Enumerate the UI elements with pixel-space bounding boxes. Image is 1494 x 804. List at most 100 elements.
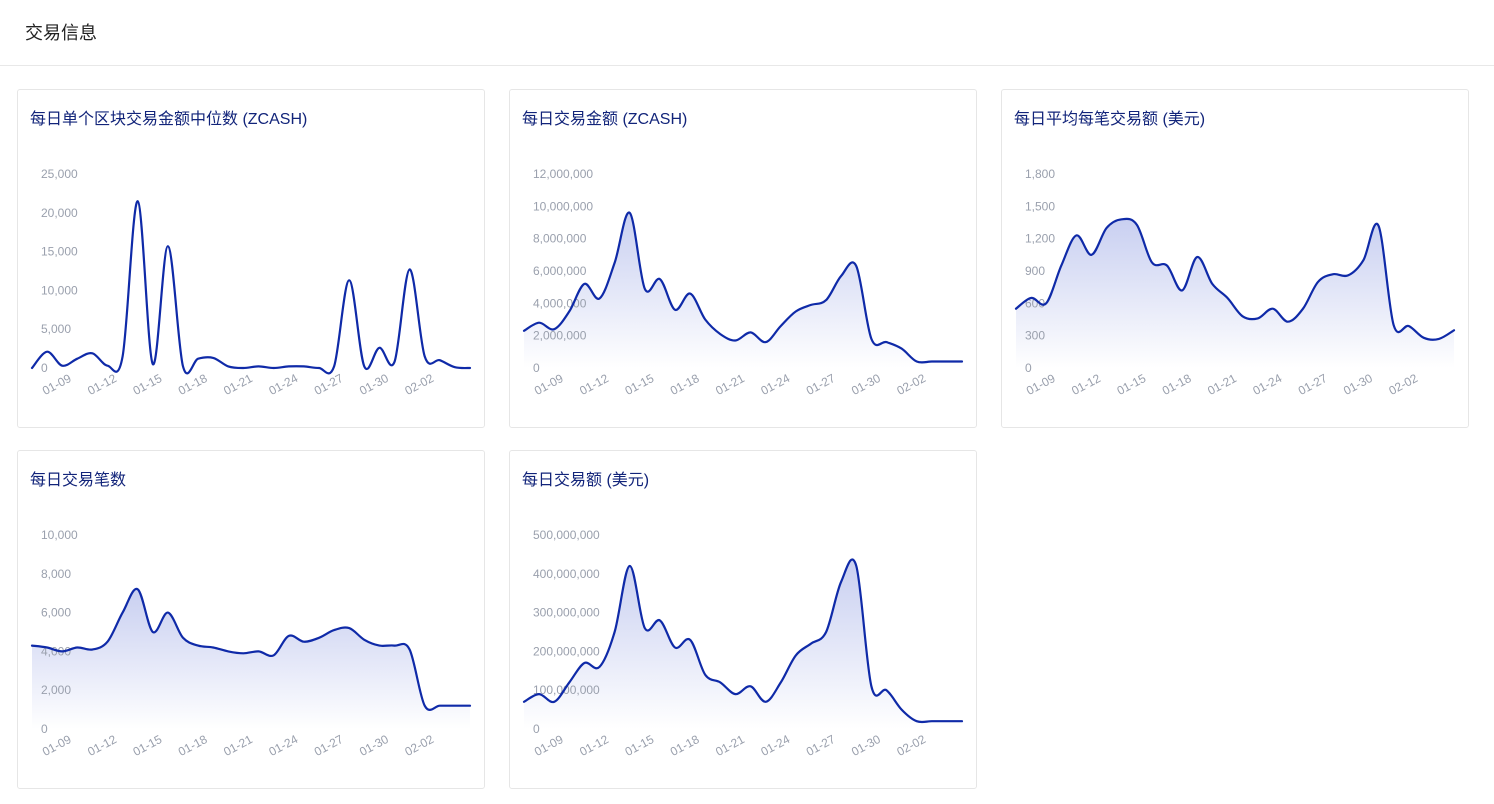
data-point[interactable]	[1451, 327, 1457, 333]
data-point[interactable]	[657, 617, 663, 623]
data-point[interactable]	[687, 291, 693, 297]
data-point[interactable]	[1013, 306, 1019, 312]
data-point[interactable]	[868, 336, 874, 342]
data-point[interactable]	[376, 643, 382, 649]
data-point[interactable]	[89, 350, 95, 356]
data-point[interactable]	[331, 627, 337, 633]
data-point[interactable]	[271, 365, 277, 371]
data-point[interactable]	[823, 297, 829, 303]
data-point[interactable]	[1360, 257, 1366, 263]
data-point[interactable]	[29, 643, 35, 649]
data-point[interactable]	[672, 645, 678, 651]
data-point[interactable]	[1285, 319, 1291, 325]
data-point[interactable]	[521, 699, 527, 705]
data-point[interactable]	[361, 637, 367, 643]
data-point[interactable]	[1209, 281, 1215, 287]
data-point[interactable]	[1421, 335, 1427, 341]
data-point[interactable]	[868, 683, 874, 689]
data-point[interactable]	[521, 328, 527, 334]
data-point[interactable]	[853, 263, 859, 269]
data-point[interactable]	[452, 364, 458, 370]
data-point[interactable]	[551, 326, 557, 332]
data-point[interactable]	[301, 363, 307, 369]
data-point[interactable]	[1134, 222, 1140, 228]
data-point[interactable]	[452, 703, 458, 709]
data-point[interactable]	[392, 359, 398, 365]
data-point[interactable]	[884, 339, 890, 345]
data-point[interactable]	[627, 210, 633, 216]
data-point[interactable]	[407, 647, 413, 653]
data-point[interactable]	[256, 648, 262, 654]
data-point[interactable]	[1119, 216, 1125, 222]
data-point[interactable]	[1391, 322, 1397, 328]
data-point[interactable]	[74, 645, 80, 651]
data-point[interactable]	[929, 718, 935, 724]
data-point[interactable]	[74, 356, 80, 362]
data-point[interactable]	[687, 637, 693, 643]
data-point[interactable]	[536, 691, 542, 697]
data-point[interactable]	[286, 633, 292, 639]
data-point[interactable]	[376, 345, 382, 351]
data-point[interactable]	[959, 718, 965, 724]
data-point[interactable]	[316, 635, 322, 641]
data-point[interactable]	[44, 349, 50, 355]
data-point[interactable]	[165, 610, 171, 616]
data-point[interactable]	[44, 645, 50, 651]
data-point[interactable]	[407, 266, 413, 272]
data-point[interactable]	[210, 645, 216, 651]
data-point[interactable]	[884, 687, 890, 693]
data-point[interactable]	[346, 277, 352, 283]
data-point[interactable]	[422, 703, 428, 709]
data-point[interactable]	[1406, 323, 1412, 329]
data-point[interactable]	[808, 302, 814, 308]
data-point[interactable]	[612, 629, 618, 635]
data-point[interactable]	[392, 643, 398, 649]
data-point[interactable]	[1270, 306, 1276, 312]
data-point[interactable]	[702, 317, 708, 323]
data-point[interactable]	[929, 359, 935, 365]
data-point[interactable]	[225, 363, 231, 369]
data-point[interactable]	[316, 365, 322, 371]
data-point[interactable]	[59, 363, 65, 369]
data-point[interactable]	[853, 563, 859, 569]
data-point[interactable]	[763, 339, 769, 345]
data-point[interactable]	[778, 679, 784, 685]
data-point[interactable]	[437, 703, 443, 709]
data-point[interactable]	[1224, 295, 1230, 301]
data-point[interactable]	[1043, 300, 1049, 306]
data-point[interactable]	[899, 346, 905, 352]
data-point[interactable]	[135, 198, 141, 204]
data-point[interactable]	[1315, 279, 1321, 285]
data-point[interactable]	[959, 359, 965, 365]
data-point[interactable]	[286, 363, 292, 369]
data-point[interactable]	[346, 625, 352, 631]
data-point[interactable]	[672, 307, 678, 313]
data-point[interactable]	[627, 563, 633, 569]
data-point[interactable]	[581, 281, 587, 287]
data-point[interactable]	[1194, 254, 1200, 260]
data-point[interactable]	[1330, 271, 1336, 277]
data-point[interactable]	[361, 363, 367, 369]
data-point[interactable]	[657, 276, 663, 282]
data-point[interactable]	[914, 359, 920, 365]
data-point[interactable]	[1300, 306, 1306, 312]
data-point[interactable]	[1240, 313, 1246, 319]
data-point[interactable]	[437, 357, 443, 363]
data-point[interactable]	[210, 355, 216, 361]
data-point[interactable]	[642, 286, 648, 292]
data-point[interactable]	[195, 643, 201, 649]
data-point[interactable]	[732, 691, 738, 697]
data-point[interactable]	[331, 363, 337, 369]
data-point[interactable]	[642, 625, 648, 631]
data-point[interactable]	[597, 664, 603, 670]
data-point[interactable]	[944, 359, 950, 365]
data-point[interactable]	[89, 647, 95, 653]
data-point[interactable]	[59, 648, 65, 654]
data-point[interactable]	[612, 260, 618, 266]
data-point[interactable]	[717, 331, 723, 337]
data-point[interactable]	[105, 363, 111, 369]
data-point[interactable]	[748, 683, 754, 689]
data-point[interactable]	[1179, 287, 1185, 293]
data-point[interactable]	[944, 718, 950, 724]
data-point[interactable]	[301, 639, 307, 645]
